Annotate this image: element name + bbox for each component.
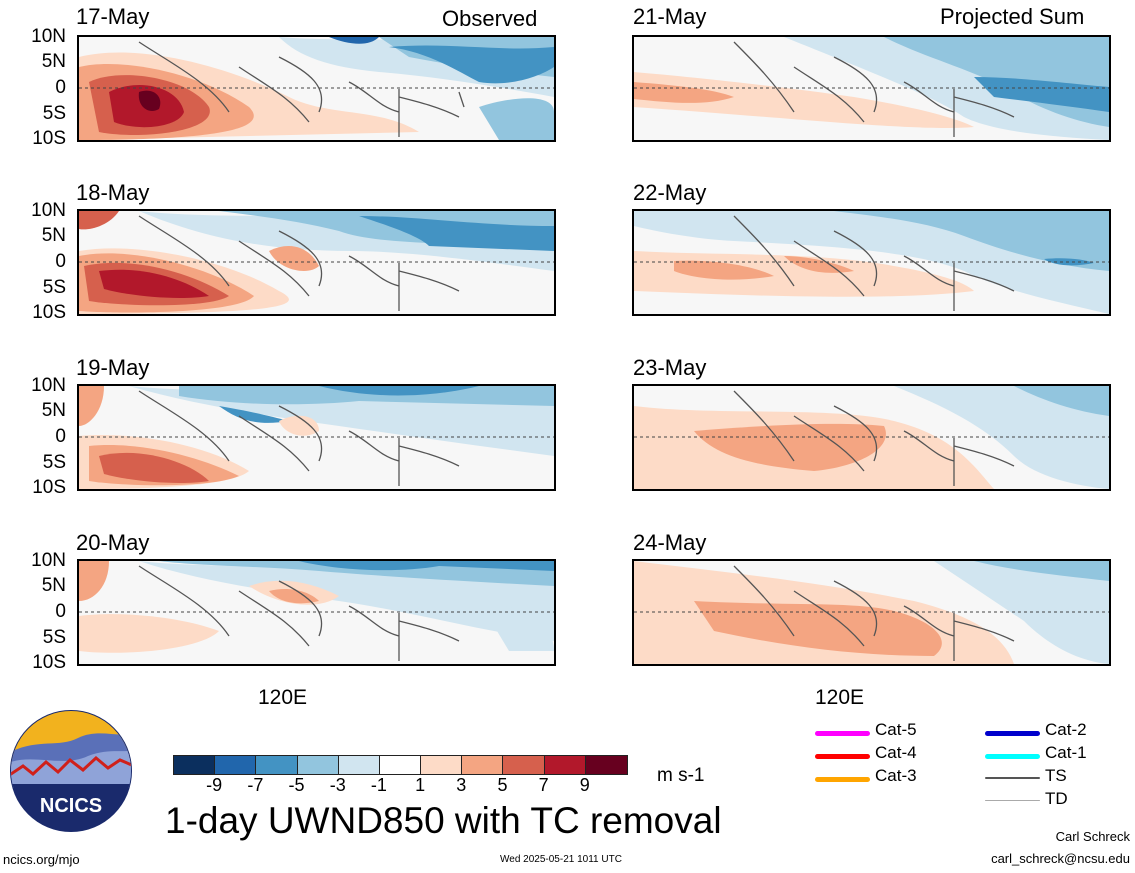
colorbar-units: m s-1 xyxy=(657,765,705,786)
lat-label: 10N xyxy=(31,26,66,47)
tc-legend-label: Cat-1 xyxy=(1045,743,1087,762)
tc-legend-line xyxy=(815,731,870,736)
lat-label: 0 xyxy=(55,601,66,622)
ncics-logo: NCICS xyxy=(8,708,134,834)
date-label-18-may: 18-May xyxy=(76,180,150,205)
footer-timestamp: Wed 2025-05-21 1011 UTC xyxy=(500,854,622,865)
colorbar-swatch xyxy=(174,756,216,774)
colorbar xyxy=(173,755,628,775)
colorbar-swatch xyxy=(297,756,339,774)
footer-email[interactable]: carl_schreck@ncsu.edu xyxy=(991,851,1130,866)
colorbar-swatch xyxy=(503,756,545,774)
colorbar-swatch xyxy=(421,756,463,774)
colorbar-tick-label: 9 xyxy=(579,775,590,795)
map-panel-18-may xyxy=(77,209,556,316)
colorbar-tick-label: -1 xyxy=(370,775,387,795)
tc-legend-line xyxy=(985,800,1040,801)
tc-legend-line xyxy=(985,777,1040,779)
lat-label: 10N xyxy=(31,550,66,571)
map-panel-17-may xyxy=(77,35,556,142)
lat-label: 0 xyxy=(55,77,66,98)
date-label-20-may: 20-May xyxy=(76,530,150,555)
colorbar-tick-label: -7 xyxy=(247,775,264,795)
lon-label-projected: 120E xyxy=(815,686,865,709)
tc-legend-line xyxy=(815,777,870,782)
colorbar-swatch xyxy=(379,756,422,774)
tc-legend-label: Cat-2 xyxy=(1045,720,1087,739)
lon-label-observed: 120E xyxy=(258,686,308,709)
colorbar-swatch xyxy=(215,756,257,774)
logo-text: NCICS xyxy=(40,795,102,817)
tc-legend-line xyxy=(985,754,1040,759)
tc-legend-label: Cat-4 xyxy=(875,743,917,762)
lat-label: 5S xyxy=(42,627,66,648)
lat-label: 10S xyxy=(32,652,66,673)
colorbar-tick-label: 1 xyxy=(415,775,426,795)
lat-label: 5S xyxy=(42,277,66,298)
date-label-23-may: 23-May xyxy=(633,355,707,380)
tc-legend-label: Cat-3 xyxy=(875,766,917,785)
tc-legend-label: TS xyxy=(1045,766,1067,785)
colorbar-tick-label: -9 xyxy=(206,775,223,795)
colorbar-tick-label: -5 xyxy=(288,775,305,795)
map-panel-20-may xyxy=(77,559,556,666)
colorbar-swatch xyxy=(585,756,627,774)
date-label-17-may: 17-May xyxy=(76,4,150,29)
observed-title: Observed xyxy=(442,6,538,31)
colorbar-tick-label: -3 xyxy=(329,775,346,795)
map-panel-22-may xyxy=(632,209,1111,316)
date-label-21-may: 21-May xyxy=(633,4,707,29)
lat-label: 5S xyxy=(42,452,66,473)
map-panel-21-may xyxy=(632,35,1111,142)
footer-url[interactable]: ncics.org/mjo xyxy=(3,852,80,867)
lat-label: 5N xyxy=(41,575,66,596)
colorbar-tick-label: 3 xyxy=(456,775,467,795)
colorbar-swatch xyxy=(544,756,586,774)
lat-label: 5S xyxy=(42,103,66,124)
colorbar-labels: -9 -7 -5 -3 -1 1 3 5 7 9 xyxy=(173,775,626,799)
map-panel-24-may xyxy=(632,559,1111,666)
colorbar-swatch xyxy=(462,756,504,774)
map-panel-19-may xyxy=(77,384,556,491)
colorbar-tick-label: 7 xyxy=(538,775,549,795)
lat-label: 0 xyxy=(55,251,66,272)
tc-legend-line xyxy=(815,754,870,759)
colorbar-swatch xyxy=(256,756,298,774)
main-title: 1-day UWND850 with TC removal xyxy=(165,800,722,841)
lat-label: 5N xyxy=(41,400,66,421)
lat-label: 5N xyxy=(41,225,66,246)
date-label-24-may: 24-May xyxy=(633,530,707,555)
lat-label: 10N xyxy=(31,200,66,221)
projected-title: Projected Sum xyxy=(940,4,1085,29)
tc-legend: Cat-5 Cat-4 Cat-3 Cat-2 Cat-1 TS TD xyxy=(815,720,1125,820)
tc-legend-label: Cat-5 xyxy=(875,720,917,739)
date-label-19-may: 19-May xyxy=(76,355,150,380)
lat-label: 10S xyxy=(32,477,66,498)
map-panel-23-may xyxy=(632,384,1111,491)
lat-label: 0 xyxy=(55,426,66,447)
date-label-22-may: 22-May xyxy=(633,180,707,205)
lat-label: 10N xyxy=(31,375,66,396)
colorbar-swatch xyxy=(338,756,380,774)
lat-label: 5N xyxy=(41,51,66,72)
colorbar-tick-label: 5 xyxy=(497,775,508,795)
tc-legend-line xyxy=(985,731,1040,736)
lat-label: 10S xyxy=(32,128,66,149)
lat-label: 10S xyxy=(32,302,66,323)
tc-legend-label: TD xyxy=(1045,789,1068,808)
footer-author: Carl Schreck xyxy=(1055,829,1130,844)
